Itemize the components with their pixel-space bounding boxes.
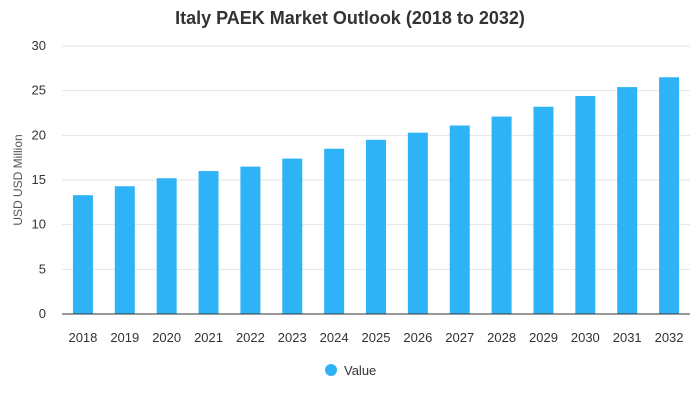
x-tick-label: 2028	[487, 330, 516, 345]
bar-2022[interactable]	[240, 166, 261, 314]
x-tick-label: 2031	[613, 330, 642, 345]
x-tick-label: 2024	[320, 330, 349, 345]
bar-2025[interactable]	[366, 139, 386, 314]
bar-2026[interactable]	[407, 132, 428, 314]
x-tick-label: 2032	[655, 330, 684, 345]
bar-2028[interactable]	[491, 116, 512, 314]
y-tick-label: 30	[32, 38, 46, 53]
y-tick-label: 20	[32, 127, 46, 142]
bar-2029[interactable]	[533, 106, 554, 314]
bar-2021[interactable]	[198, 171, 219, 314]
x-tick-label: 2029	[529, 330, 558, 345]
legend[interactable]: Value	[325, 363, 376, 378]
x-tick-label: 2020	[152, 330, 181, 345]
chart-title: Italy PAEK Market Outlook (2018 to 2032)	[175, 8, 525, 28]
bar-2027[interactable]	[449, 125, 470, 314]
bar-2024[interactable]	[324, 148, 345, 314]
y-tick-label: 25	[32, 83, 46, 98]
y-tick-label: 0	[39, 306, 46, 321]
y-tick-label: 5	[39, 261, 46, 276]
y-axis-ticks: 0 5 10 15 20 25 30	[32, 38, 46, 321]
bar-2018[interactable]	[72, 195, 93, 314]
bar-2030[interactable]	[575, 96, 596, 314]
x-tick-label: 2021	[194, 330, 223, 345]
legend-label: Value	[344, 363, 376, 378]
legend-marker	[325, 364, 337, 376]
y-axis-title: USD USD Million	[11, 134, 25, 225]
bar-2019[interactable]	[114, 186, 135, 314]
x-tick-label: 2019	[110, 330, 139, 345]
bar-2032[interactable]	[659, 77, 680, 315]
x-axis-ticks: 2018 2019 2020 2021 2022 2023 2024 2025 2026 2027…	[68, 330, 683, 345]
bar-2023[interactable]	[282, 158, 303, 314]
y-tick-label: 15	[32, 172, 46, 187]
x-tick-label: 2030	[571, 330, 600, 345]
bar-2020[interactable]	[156, 178, 177, 314]
bar-2031[interactable]	[617, 87, 638, 315]
x-tick-label: 2023	[278, 330, 307, 345]
y-tick-label: 10	[32, 217, 46, 232]
bars	[72, 77, 680, 315]
x-tick-label: 2022	[236, 330, 265, 345]
x-tick-label: 2026	[403, 330, 432, 345]
x-tick-label: 2025	[362, 330, 391, 345]
x-tick-label: 2027	[445, 330, 474, 345]
x-tick-label: 2018	[68, 330, 97, 345]
